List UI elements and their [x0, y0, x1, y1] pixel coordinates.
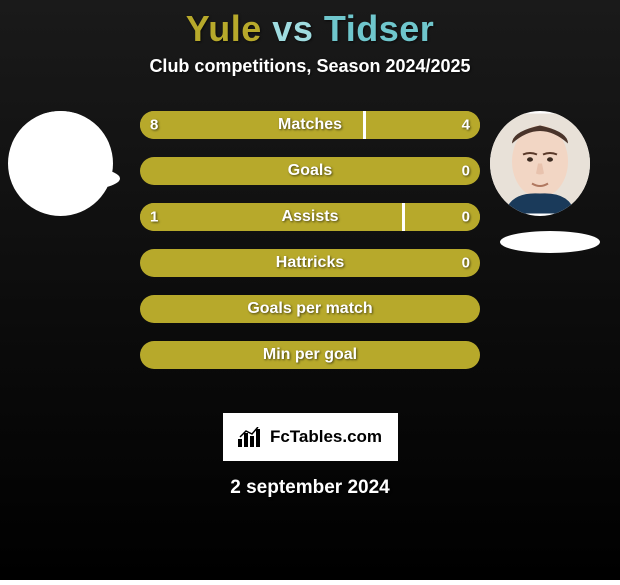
footer-logo: FcTables.com	[223, 413, 398, 461]
stat-bar-label: Matches	[278, 116, 342, 134]
player2-team-pill	[500, 231, 600, 253]
stat-bar-right-value: 0	[462, 209, 470, 226]
stat-bar-row: Assists 1 0	[140, 203, 480, 231]
chart-icon	[238, 427, 264, 447]
stat-bar-row: Goals per match	[140, 295, 480, 323]
stat-bar-right-value: 4	[462, 117, 470, 134]
footer-date: 2 september 2024	[0, 477, 620, 499]
stat-bars: Matches84Goals0Assists10Hattricks0Goals …	[140, 111, 480, 387]
avatar-placeholder-icon	[8, 111, 113, 216]
title-player2: Tidser	[324, 8, 434, 49]
avatar-face-icon	[490, 111, 590, 216]
comparison-area: Matches84Goals0Assists10Hattricks0Goals …	[0, 111, 620, 401]
content-root: Yule vs Tidser Club competitions, Season…	[0, 0, 620, 580]
page-title: Yule vs Tidser	[0, 8, 620, 50]
stat-bar-label: Goals	[288, 162, 332, 180]
stat-bar-right-value: 0	[462, 255, 470, 272]
footer-logo-text: FcTables.com	[270, 427, 382, 447]
stat-bar-left-value: 8	[150, 117, 158, 134]
stat-bar-label: Assists	[282, 208, 339, 226]
stat-bar-left-segment	[140, 203, 405, 231]
stat-bar-row: Matches 8 4	[140, 111, 480, 139]
stat-bar-left-value: 1	[150, 209, 158, 226]
stat-bar-row: Hattricks 0	[140, 249, 480, 277]
subtitle: Club competitions, Season 2024/2025	[0, 56, 620, 77]
title-player1: Yule	[186, 8, 262, 49]
stat-bar-label: Hattricks	[276, 254, 344, 272]
title-vs: vs	[272, 8, 313, 49]
player1-avatar	[8, 111, 113, 216]
player2-avatar	[490, 111, 590, 216]
stat-bar-label: Min per goal	[263, 346, 357, 364]
stat-bar-label: Goals per match	[247, 300, 372, 318]
stat-bar-row: Min per goal	[140, 341, 480, 369]
stat-bar-row: Goals 0	[140, 157, 480, 185]
stat-bar-right-value: 0	[462, 163, 470, 180]
player1-team-pill	[20, 166, 120, 191]
